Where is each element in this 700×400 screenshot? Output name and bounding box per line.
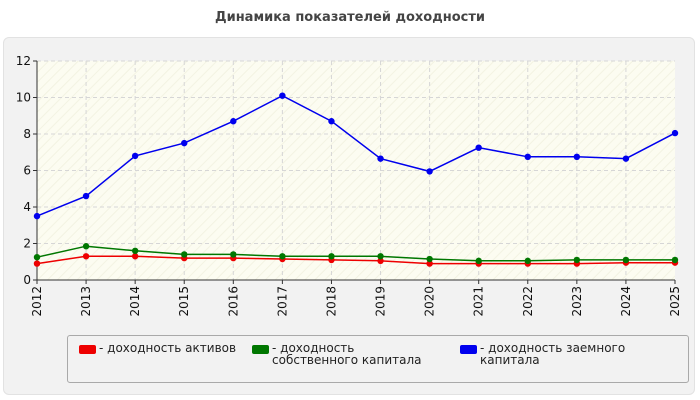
series-point-1 [230, 251, 237, 258]
y-tick-label: 0 [23, 273, 31, 287]
x-tick-label: 2017 [275, 286, 289, 317]
series-point-2 [230, 118, 237, 125]
legend-label-debt: - доходность заемного капитала [480, 341, 626, 367]
legend-label-assets: - доходность активов [99, 341, 237, 355]
legend-swatch-debt [460, 345, 477, 354]
x-tick-label: 2016 [226, 286, 240, 317]
x-tick-label: 2023 [570, 286, 584, 317]
series-point-2 [33, 212, 41, 220]
series-point-1 [671, 256, 679, 264]
legend-swatch-equity [252, 345, 269, 354]
series-point-1 [82, 243, 90, 250]
y-tick-labels: 0 2 4 6 8 10 12 [16, 54, 31, 287]
x-tick-label: 2019 [374, 286, 388, 317]
x-tick-label: 2021 [472, 286, 486, 317]
series-point-1 [524, 257, 531, 265]
series-point-2 [524, 153, 531, 161]
series-point-2 [82, 192, 90, 200]
legend-label-equity: - доходность собственного капитала [272, 341, 422, 367]
x-tick-labels: 2012 2013 2014 2015 2016 2017 2018 2019 2020 2021… [30, 286, 682, 317]
x-tick-label: 2020 [423, 286, 437, 317]
series-point-1 [377, 253, 384, 260]
x-tick-label: 2014 [128, 286, 142, 317]
series-point-0 [426, 260, 433, 267]
series-point-2 [131, 152, 139, 160]
y-tick-label: 10 [16, 91, 31, 105]
series-point-1 [426, 255, 433, 263]
y-tick-label: 4 [23, 200, 31, 214]
series-point-2 [328, 118, 335, 125]
series-point-2 [377, 155, 384, 162]
x-tick-label: 2024 [619, 286, 633, 317]
chart-title: Динамика показателей доходности [215, 10, 485, 25]
series-point-2 [622, 155, 630, 162]
x-tick-label: 2015 [177, 286, 191, 317]
series-point-0 [82, 253, 90, 260]
y-tick-label: 8 [23, 127, 31, 141]
series-point-2 [426, 168, 433, 175]
series-point-1 [328, 253, 335, 260]
series-point-1 [131, 247, 139, 254]
series-point-1 [33, 253, 41, 261]
series-point-1 [475, 257, 482, 265]
x-tick-label: 2022 [521, 286, 535, 317]
series-point-2 [181, 139, 188, 147]
series-point-2 [279, 92, 286, 99]
series-point-0 [131, 253, 139, 260]
series-point-1 [622, 256, 630, 264]
series-point-1 [573, 256, 581, 264]
series-point-2 [573, 153, 581, 161]
series-line-1 [36, 245, 675, 262]
series-point-1 [181, 251, 188, 258]
legend: - доходность активов - доходность собств… [67, 335, 689, 383]
legend-swatch-assets [79, 345, 96, 354]
y-tick-label: 6 [23, 164, 31, 178]
series-line-2 [36, 94, 676, 217]
series-line-0 [36, 255, 675, 265]
series-point-0 [377, 257, 384, 265]
x-tick-label: 2012 [30, 286, 44, 317]
series-group [33, 92, 679, 267]
x-tick-label: 2018 [324, 286, 338, 317]
x-tick-label: 2013 [79, 286, 93, 317]
x-tick-label: 2025 [668, 286, 682, 317]
axes [33, 60, 676, 284]
series-point-0 [33, 260, 41, 267]
y-tick-label: 2 [23, 237, 31, 251]
series-point-1 [279, 253, 286, 260]
series-point-2 [475, 144, 482, 151]
series-point-2 [671, 129, 679, 137]
y-tick-label: 12 [16, 54, 31, 68]
